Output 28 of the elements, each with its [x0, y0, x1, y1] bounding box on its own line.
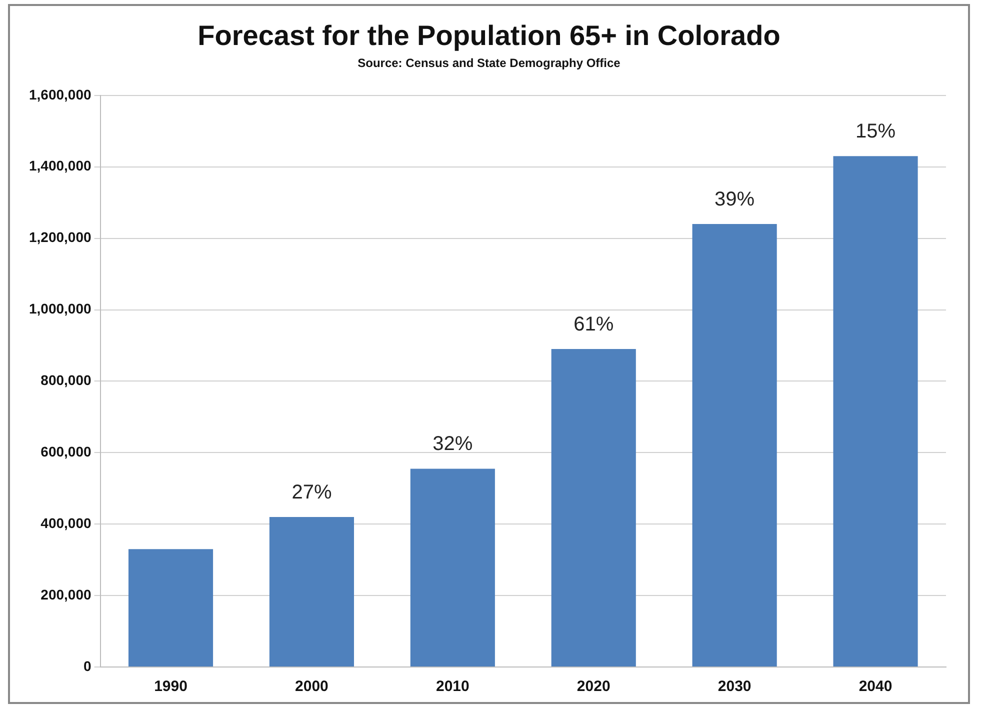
- annotation: 27%: [292, 481, 332, 504]
- chart-title: Forecast for the Population 65+ in Colorado: [196, 20, 782, 52]
- bar: [833, 156, 918, 666]
- source-note: Source: Census and State Demography Office: [356, 56, 622, 70]
- bar: [269, 516, 354, 666]
- y-tick-label: 1,400,000: [28, 158, 92, 174]
- x-tick-label: 2000: [295, 678, 328, 696]
- x-tick-label: 2040: [858, 678, 892, 696]
- bar: [692, 224, 777, 666]
- bar: [410, 468, 495, 666]
- y-tick-label: 0: [83, 658, 92, 674]
- x-tick-label: 1990: [154, 678, 188, 696]
- annotation: 39%: [714, 188, 755, 211]
- y-tick-label: 200,000: [40, 586, 92, 602]
- y-tick-label: 1,200,000: [28, 229, 92, 246]
- y-tick-label: 400,000: [40, 514, 92, 531]
- x-tick-label: 2010: [436, 678, 470, 696]
- y-tick-label: 800,000: [40, 372, 92, 388]
- x-tick-label: 2030: [718, 678, 752, 696]
- annotation: 32%: [432, 433, 473, 456]
- y-tick-label: 1,600,000: [28, 86, 92, 102]
- annotation: 61%: [574, 314, 614, 336]
- annotation: 15%: [856, 120, 896, 143]
- y-tick-label: 600,000: [40, 444, 92, 460]
- y-tick-label: 1,000,000: [28, 300, 92, 317]
- bar: [128, 549, 214, 666]
- bar: [551, 349, 636, 666]
- x-tick-label: 2020: [576, 678, 610, 696]
